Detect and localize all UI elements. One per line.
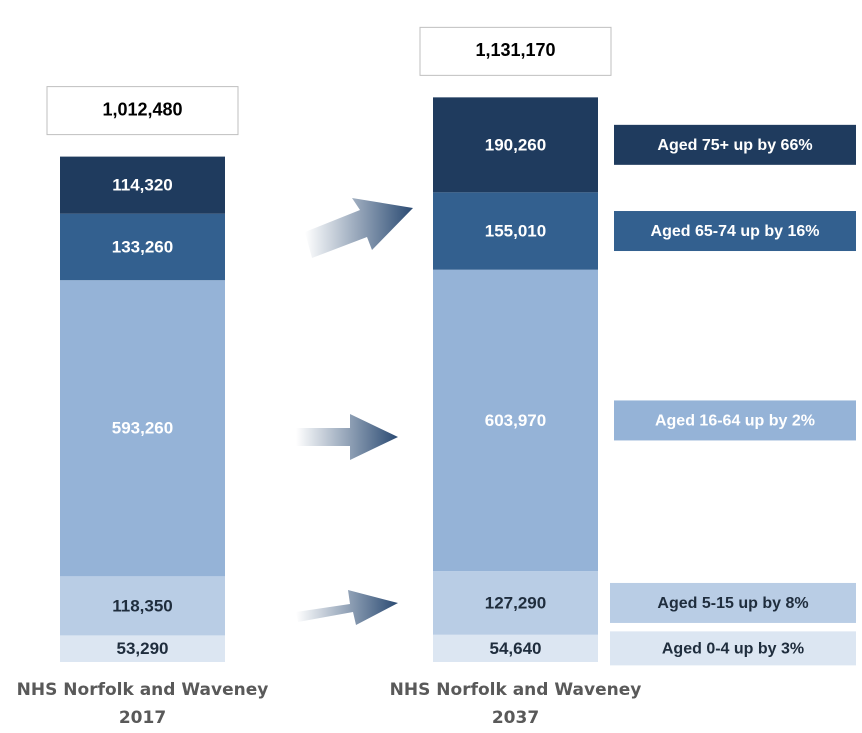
value-label: 190,260 <box>485 135 546 154</box>
bar-segment <box>433 634 598 662</box>
total-label: 1,012,480 <box>102 99 182 119</box>
arrow <box>296 414 398 460</box>
bar-segment <box>433 269 598 572</box>
value-label: 593,260 <box>112 419 173 438</box>
annotation-box <box>610 631 856 666</box>
value-label: 54,640 <box>490 639 542 658</box>
bar-segment <box>433 571 598 635</box>
annotation-box <box>614 400 856 441</box>
arrow <box>305 198 413 258</box>
value-label: 118,350 <box>112 596 173 615</box>
annotation: Aged 16-64 up by 2% <box>655 413 815 430</box>
value-label: 114,320 <box>112 176 173 195</box>
value-label: 603,970 <box>485 411 546 430</box>
annotation: Aged 75+ up by 66% <box>657 137 812 154</box>
total-box <box>46 86 239 136</box>
arrow <box>296 590 398 625</box>
annotation: Aged 5-15 up by 8% <box>657 595 808 612</box>
total-box <box>419 26 612 76</box>
annotation: Aged 0-4 up by 3% <box>662 641 804 658</box>
annotation-box <box>614 124 856 165</box>
value-label: 133,260 <box>112 237 173 256</box>
x-tick-label: NHS Norfolk and Waveney 2017 <box>16 680 269 728</box>
value-label: 127,290 <box>485 593 546 612</box>
annotation-box <box>610 582 856 623</box>
value-label: 53,290 <box>117 639 169 658</box>
bar-segment <box>60 576 225 636</box>
value-label: 155,010 <box>485 222 546 241</box>
x-tick-label: NHS Norfolk and Waveney 2037 <box>389 680 642 728</box>
total-label: 1,131,170 <box>475 40 555 60</box>
bar-segment <box>60 156 225 214</box>
bar-segment <box>433 97 598 193</box>
bar-segment <box>60 280 225 577</box>
bar-segment <box>60 213 225 281</box>
bar-segment <box>60 635 225 662</box>
annotation: Aged 65-74 up by 16% <box>651 223 820 240</box>
bar-segment <box>433 192 598 270</box>
annotation-box <box>614 211 856 252</box>
